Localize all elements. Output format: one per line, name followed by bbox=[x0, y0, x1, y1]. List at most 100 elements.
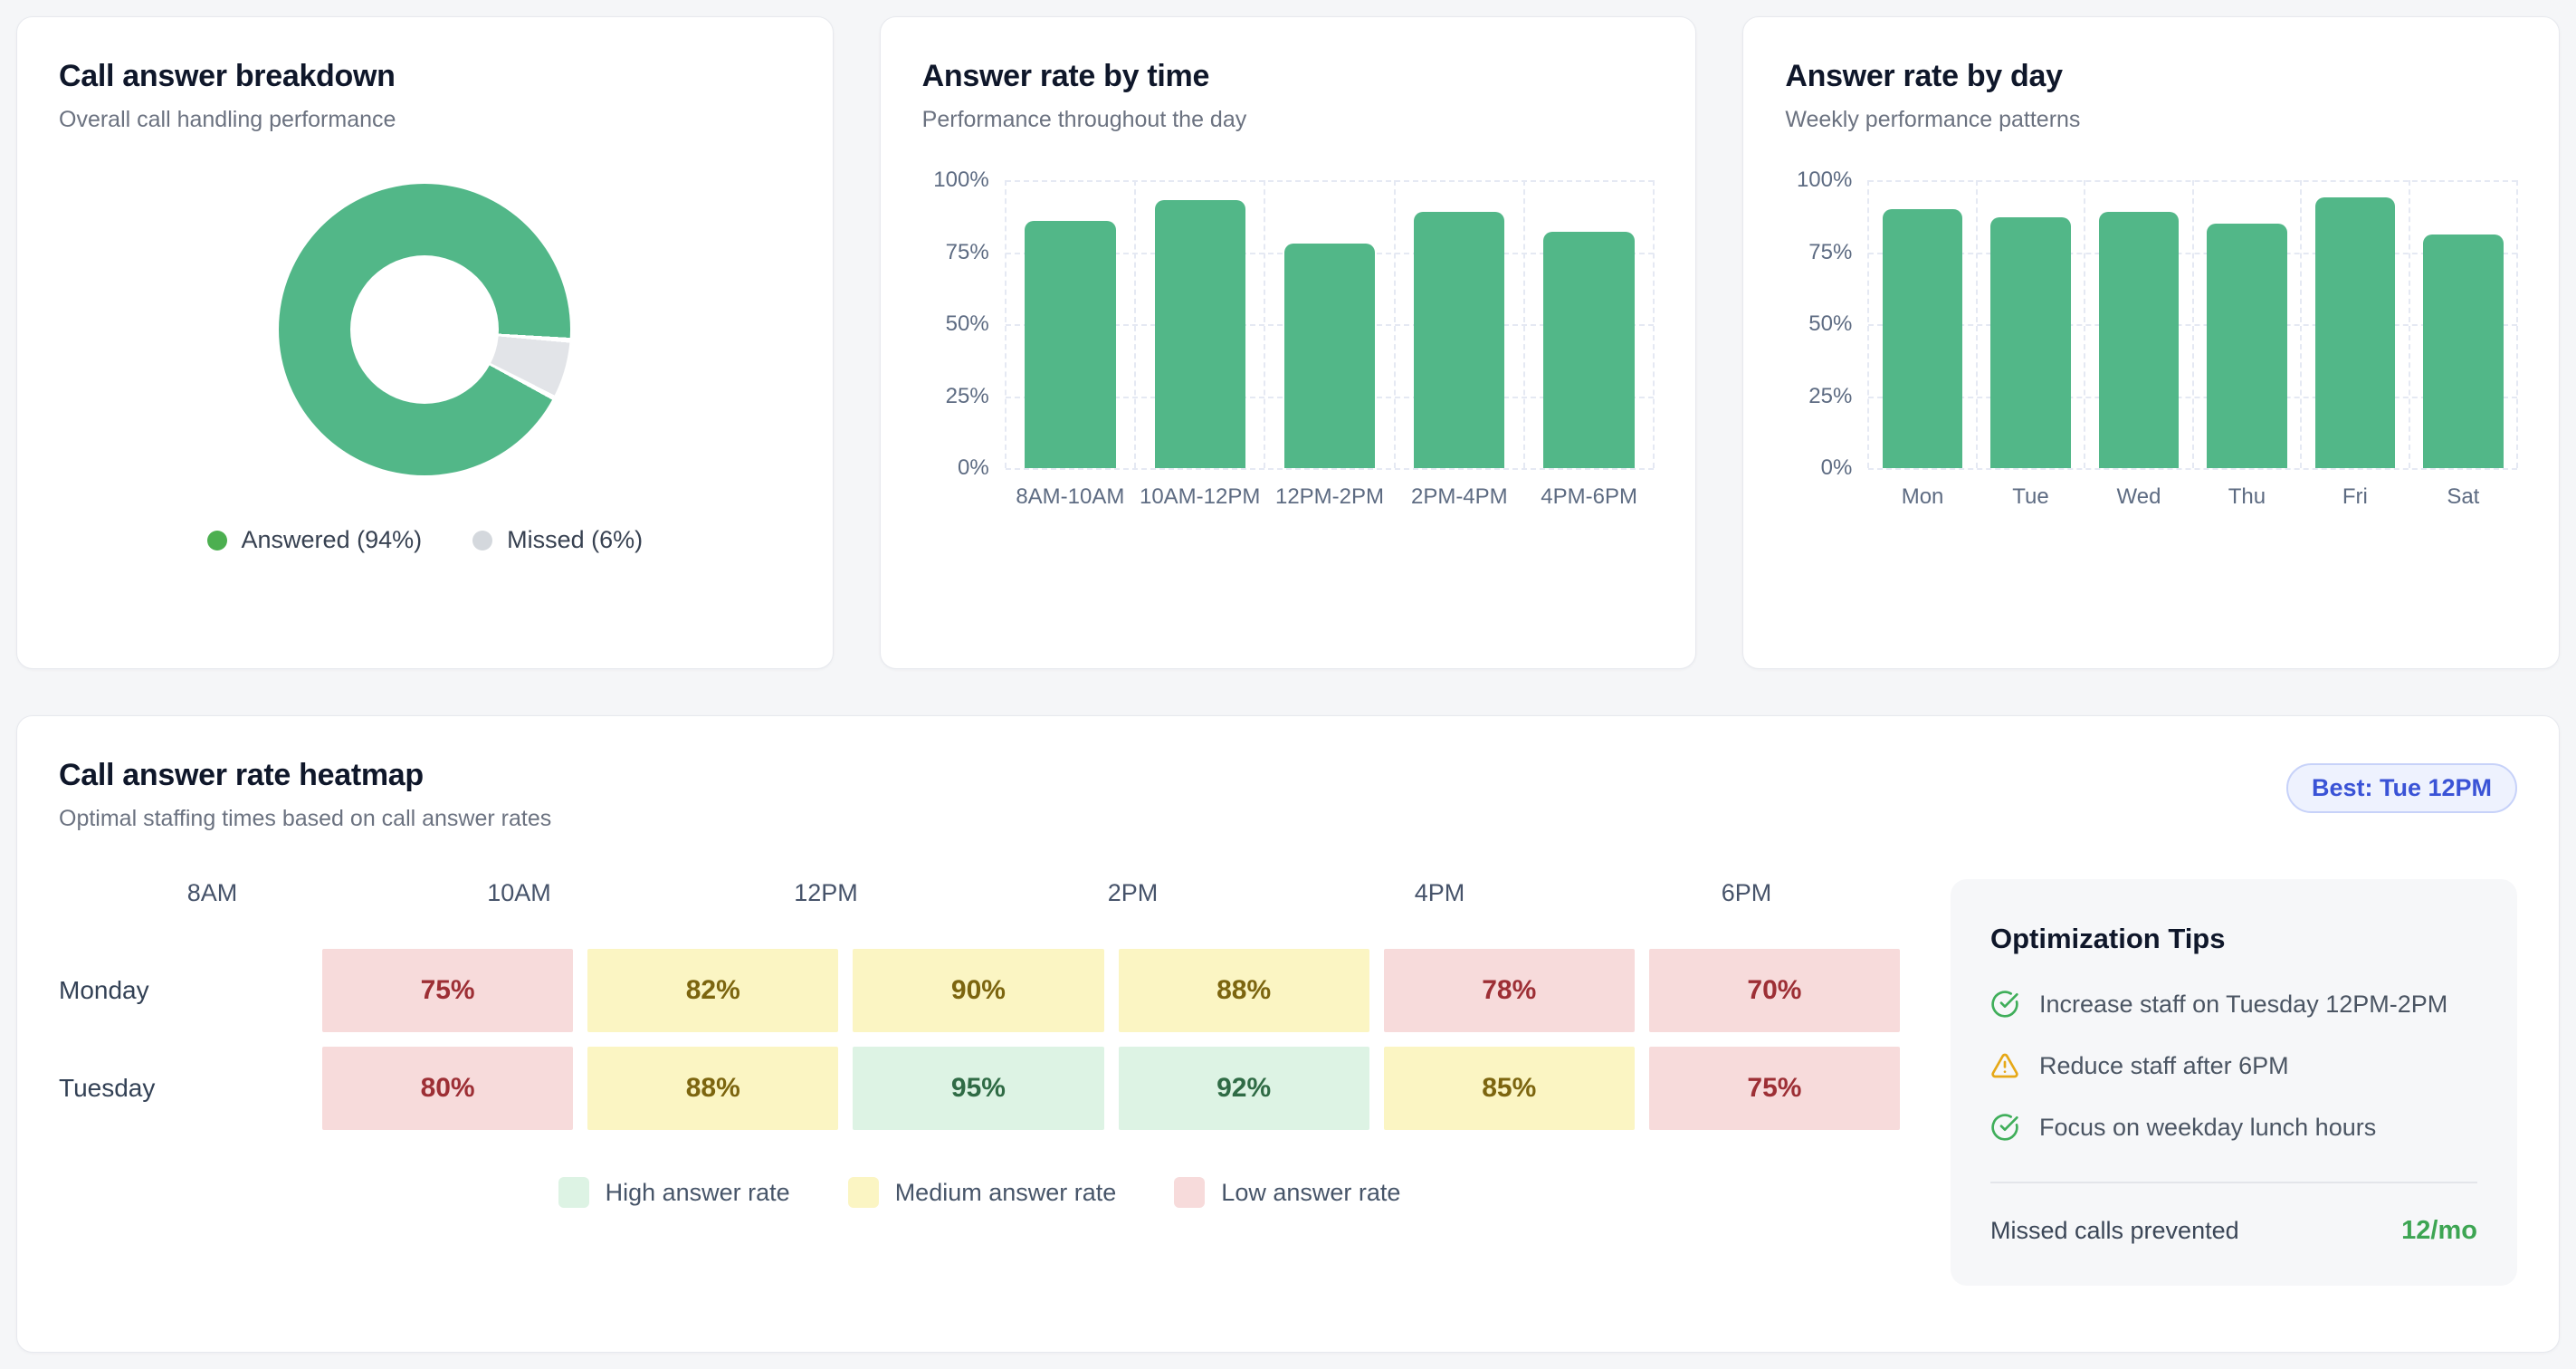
high-rate-swatch bbox=[558, 1177, 589, 1208]
legend-label: Missed (6%) bbox=[507, 526, 644, 553]
gridline-vertical bbox=[1004, 180, 1007, 468]
low-rate-swatch bbox=[1174, 1177, 1206, 1208]
tips-divider bbox=[1990, 1182, 2477, 1183]
bar-4PM-6PM bbox=[1543, 232, 1635, 468]
heatmap-cell: 88% bbox=[1118, 949, 1369, 1032]
plot bbox=[1867, 180, 2519, 470]
x-axis-label: Thu bbox=[2228, 484, 2266, 509]
bar-chart-by-time: 100% 75% 50% 25% 0% 8AM-10AM 10AM-12PM 12PM-2PM… bbox=[922, 168, 1655, 510]
gridline-horizontal bbox=[1005, 468, 1655, 470]
legend-item: Answered (94%) bbox=[206, 526, 422, 554]
card-heatmap: Call answer rate heatmap Optimal staffin… bbox=[16, 715, 2560, 1353]
x-axis-label: 2PM-4PM bbox=[1410, 484, 1508, 509]
card-answer-rate-by-day: Answer rate by day Weekly performance pa… bbox=[1742, 16, 2561, 669]
heatmap-rows: Monday 75% 82% 90% 88% 78% 70% Tuesday 80% 88% 95%… bbox=[59, 949, 1901, 1130]
y-axis: 100% 75% 50% 25% 0% bbox=[1785, 168, 1868, 480]
heatmap-column-headers: 8AM 10AM 12PM 2PM 4PM 6PM bbox=[59, 879, 1900, 907]
bar-slot bbox=[2409, 180, 2517, 468]
heatmap-cell: 95% bbox=[853, 1047, 1104, 1130]
bar-slot bbox=[1977, 180, 2085, 468]
y-axis-tick: 100% bbox=[933, 168, 989, 192]
tip-text: Reduce staff after 6PM bbox=[2039, 1051, 2289, 1079]
tip-item: Focus on weekday lunch hours bbox=[1990, 1113, 2477, 1142]
heatmap-cell: 85% bbox=[1383, 1047, 1635, 1130]
tip-text: Focus on weekday lunch hours bbox=[2039, 1113, 2377, 1141]
heatmap-legend-item: Medium answer rate bbox=[847, 1177, 1117, 1208]
gridline-vertical bbox=[2408, 180, 2410, 468]
medium-rate-swatch bbox=[847, 1177, 879, 1208]
y-axis-tick: 0% bbox=[1820, 455, 1853, 480]
tip-item: Increase staff on Tuesday 12PM-2PM bbox=[1990, 990, 2477, 1019]
card-subtitle: Weekly performance patterns bbox=[1785, 107, 2081, 132]
bar-12PM-2PM bbox=[1283, 243, 1376, 468]
gridline-vertical bbox=[1867, 180, 1870, 468]
optimization-tips-panel: Optimization Tips Increase staff on Tues… bbox=[1951, 879, 2517, 1286]
answered-legend-dot bbox=[206, 530, 227, 550]
heatmap-row-label: Tuesday bbox=[59, 1074, 156, 1102]
y-axis-tick: 50% bbox=[1808, 311, 1853, 336]
x-axis-label: Fri bbox=[2342, 484, 2368, 509]
heatmap-column-header: 2PM bbox=[1107, 879, 1159, 906]
bar-8AM-10AM bbox=[1025, 220, 1116, 468]
x-axis-label: Wed bbox=[2116, 484, 2161, 509]
heatmap-legend-item: High answer rate bbox=[558, 1177, 790, 1208]
heatmap-cell: 90% bbox=[853, 949, 1104, 1032]
heatmap-column-header: 4PM bbox=[1414, 879, 1465, 906]
heatmap-titles: Call answer rate heatmap Optimal staffin… bbox=[59, 758, 551, 832]
gridline-vertical bbox=[1653, 180, 1655, 468]
bars bbox=[1006, 180, 1655, 468]
tips-list: Increase staff on Tuesday 12PM-2PM Reduce… bbox=[1990, 990, 2477, 1142]
card-subtitle: Overall call handling performance bbox=[59, 107, 396, 132]
y-axis: 100% 75% 50% 25% 0% bbox=[922, 168, 1006, 480]
bar-Mon bbox=[1882, 208, 1963, 468]
bar-Tue bbox=[1990, 217, 2071, 468]
bar-Wed bbox=[2098, 211, 2180, 468]
heatmap-header-row: Call answer rate heatmap Optimal staffin… bbox=[59, 758, 2517, 832]
heatmap-cell: 92% bbox=[1118, 1047, 1369, 1130]
bar-slot bbox=[1395, 180, 1524, 468]
bar-2PM-4PM bbox=[1414, 211, 1505, 468]
x-axis-label: Tue bbox=[2012, 484, 2049, 509]
missed-legend-dot bbox=[472, 530, 493, 550]
x-axis-label: 10AM-12PM bbox=[1139, 484, 1261, 509]
donut-legend: Answered (94%) Missed (6%) bbox=[59, 526, 791, 554]
gridline-vertical bbox=[2084, 180, 2086, 468]
plot bbox=[1004, 180, 1655, 470]
gridline-vertical bbox=[2191, 180, 2194, 468]
tip-text: Increase staff on Tuesday 12PM-2PM bbox=[2039, 990, 2448, 1018]
bar-Sat bbox=[2423, 235, 2504, 468]
card-title: Call answer rate heatmap bbox=[59, 758, 424, 792]
heatmap-legend-label: Medium answer rate bbox=[894, 1178, 1117, 1206]
card-answer-rate-by-time: Answer rate by time Performance througho… bbox=[879, 16, 1697, 669]
gridline-vertical bbox=[1523, 180, 1525, 468]
heatmap-cell: 78% bbox=[1383, 949, 1635, 1032]
card-call-answer-breakdown: Call answer breakdown Overall call handl… bbox=[16, 16, 834, 669]
tip-item: Reduce staff after 6PM bbox=[1990, 1051, 2477, 1080]
heatmap-row: Monday 75% 82% 90% 88% 78% 70% bbox=[59, 949, 1901, 1032]
tips-footer-value: 12/mo bbox=[2401, 1216, 2477, 1245]
x-axis-label: 8AM-10AM bbox=[1016, 484, 1125, 509]
heatmap-row-label: Monday bbox=[59, 976, 149, 1004]
bar-slot bbox=[1868, 180, 1976, 468]
gridline-vertical bbox=[1264, 180, 1266, 468]
gridline-vertical bbox=[1975, 180, 1978, 468]
top-cards-row: Call answer breakdown Overall call handl… bbox=[16, 16, 2561, 669]
heatmap-cell: 75% bbox=[322, 949, 574, 1032]
plot-area: Mon Tue Wed Thu Fri Sat bbox=[1867, 180, 2519, 510]
heatmap-cell: 88% bbox=[587, 1047, 839, 1130]
heatmap-legend-item: Low answer rate bbox=[1174, 1177, 1400, 1208]
bar-chart-by-day: 100% 75% 50% 25% 0% Mon Tue Wed Thu Fri Sat bbox=[1785, 168, 2519, 510]
bar-slot bbox=[2085, 180, 2192, 468]
bar-Thu bbox=[2207, 223, 2287, 468]
heatmap-legend-label: Low answer rate bbox=[1221, 1178, 1401, 1206]
legend-item: Missed (6%) bbox=[472, 526, 643, 554]
heatmap-cell: 75% bbox=[1648, 1047, 1901, 1130]
gridline-vertical bbox=[2300, 180, 2303, 468]
card-title: Answer rate by day bbox=[1785, 59, 2063, 93]
heatmap-row: Tuesday 80% 88% 95% 92% 85% 75% bbox=[59, 1047, 1901, 1130]
heatmap-cell: 80% bbox=[322, 1047, 574, 1130]
heatmap-column-header: 12PM bbox=[794, 879, 858, 906]
y-axis-tick: 25% bbox=[1808, 383, 1853, 408]
heatmap-column-header: 6PM bbox=[1721, 879, 1772, 906]
heatmap-column-header: 10AM bbox=[487, 879, 551, 906]
